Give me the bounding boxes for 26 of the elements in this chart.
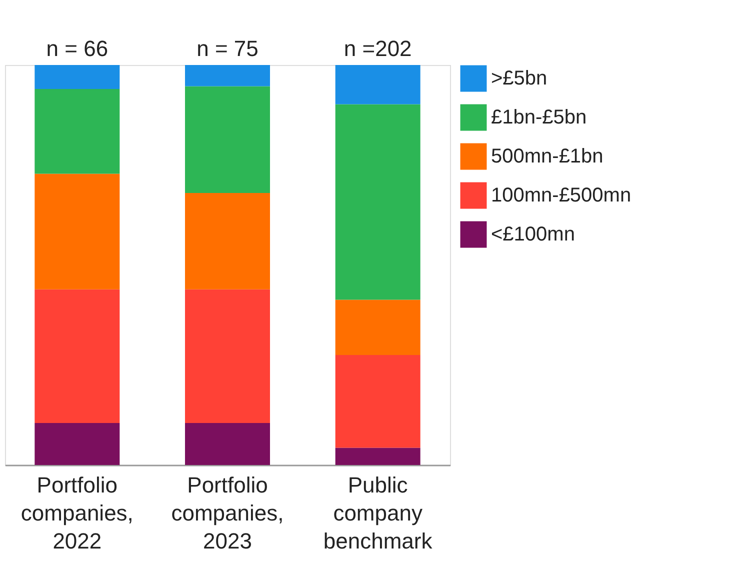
bar <box>185 193 270 290</box>
legend-label: 100mn-£500mn <box>491 184 632 206</box>
bar <box>34 174 120 290</box>
bar <box>335 355 420 448</box>
bar <box>34 423 120 465</box>
bar <box>34 89 120 174</box>
legend-label: <£100mn <box>491 224 575 246</box>
bar <box>34 289 120 423</box>
x-tick-label: Portfolio companies, 2023 <box>171 472 284 554</box>
bar <box>185 289 270 423</box>
annotation: n = 75 <box>196 36 258 61</box>
bar <box>185 423 270 465</box>
bar <box>335 65 420 104</box>
bar <box>34 65 120 89</box>
legend-label: £1bn-£5bn <box>491 106 587 128</box>
annotation: n = 66 <box>46 36 108 61</box>
bar <box>185 86 270 193</box>
legend-label: >£5bn <box>491 68 548 90</box>
bar <box>335 300 420 355</box>
x-tick-label: Public company benchmark <box>323 472 434 554</box>
legend-label: 500mn-£1bn <box>491 146 604 168</box>
bar <box>335 448 420 465</box>
x-tick-label: Portfolio companies, 2022 <box>20 472 134 554</box>
bar <box>335 104 420 300</box>
annotation: n =202 <box>344 36 412 61</box>
bar <box>185 65 270 86</box>
